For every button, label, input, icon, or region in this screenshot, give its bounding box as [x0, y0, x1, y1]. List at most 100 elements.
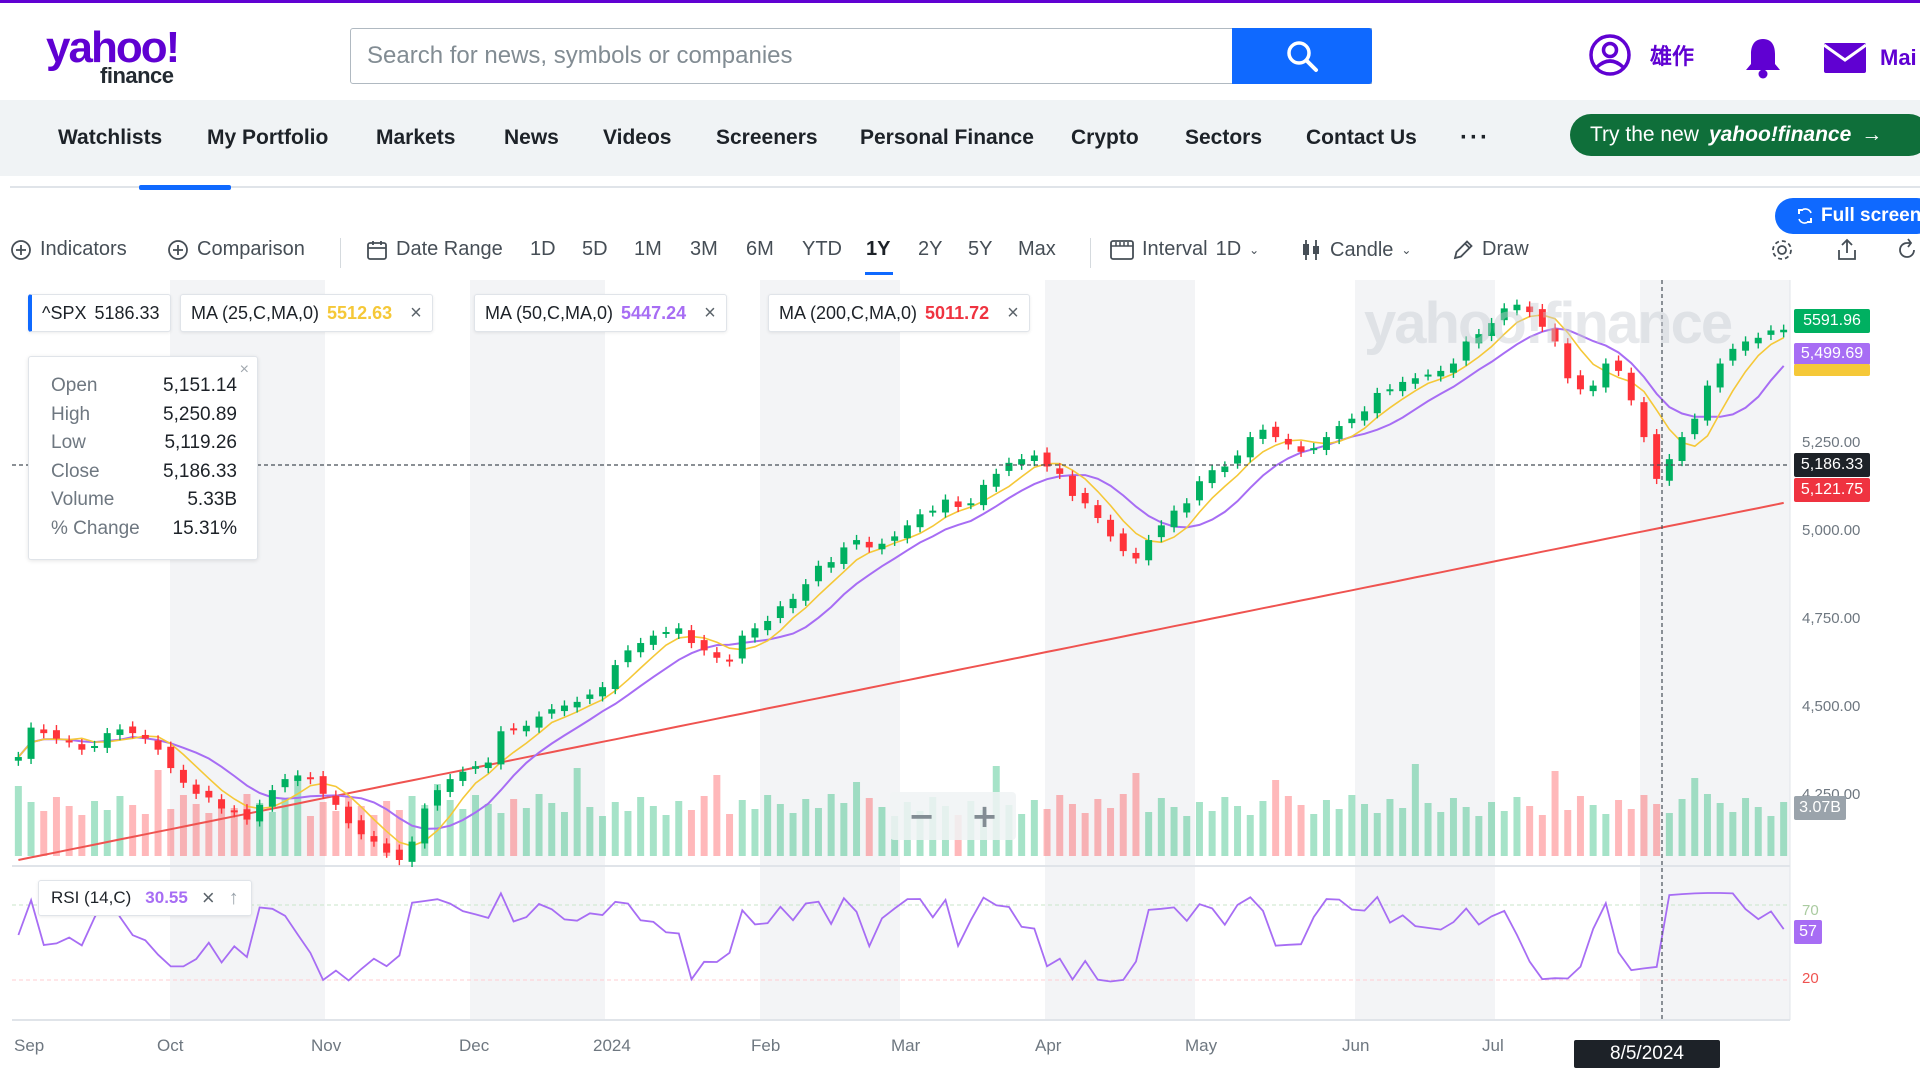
interval-dropdown[interactable]: Interval 1D ⌄ [1110, 238, 1259, 261]
try-new-yahoo-finance-button[interactable]: Try the new yahoo!finance → [1570, 114, 1920, 156]
volume-bar [1589, 805, 1597, 856]
nav-watchlists[interactable]: Watchlists [58, 126, 163, 149]
candle-body [1132, 552, 1140, 559]
range-5y[interactable]: 5Y [968, 238, 993, 260]
volume-bar [472, 795, 480, 856]
candle-body [1246, 437, 1254, 458]
candle-body [383, 843, 391, 853]
volume-bar [1094, 799, 1102, 856]
candle-body [967, 503, 975, 506]
volume-bar [560, 812, 568, 856]
rsi-remove-icon[interactable]: × [201, 885, 215, 910]
mail-icon [1824, 43, 1866, 73]
range-1d[interactable]: 1D [530, 238, 556, 260]
nav-news[interactable]: News [504, 126, 559, 149]
candle-body [1284, 438, 1292, 445]
candle-body [1386, 389, 1394, 392]
candle-body [1462, 341, 1470, 361]
nav-more-button[interactable]: ··· [1460, 124, 1490, 151]
full-screen-button[interactable]: Full screen [1775, 198, 1920, 234]
yahoo-finance-logo[interactable]: yahoo! finance [46, 23, 206, 88]
comparison-button[interactable]: Comparison [167, 238, 305, 261]
plus-circle-icon [11, 239, 31, 260]
volume-bar [1424, 803, 1432, 856]
range-6m[interactable]: 6M [746, 238, 774, 260]
range-5d[interactable]: 5D [582, 238, 608, 260]
ma25-remove-icon[interactable]: × [410, 301, 422, 324]
mail-label: Mai [1880, 45, 1917, 70]
range-1m[interactable]: 1M [634, 238, 662, 260]
settings-button[interactable] [1770, 238, 1794, 262]
search-input[interactable] [351, 29, 1371, 83]
mail-button[interactable]: Mai [1824, 43, 1917, 73]
search-button[interactable] [1232, 28, 1372, 84]
symbol-legend[interactable]: ^SPX 5186.33 [28, 294, 171, 332]
nav-my-portfolio[interactable]: My Portfolio [207, 126, 329, 149]
candle-body [1208, 470, 1216, 484]
logo-finance-text: finance [100, 63, 174, 88]
volume-bar [853, 782, 861, 856]
rsi-value-tag: 57 [1794, 920, 1822, 944]
range-2y[interactable]: 2Y [918, 238, 943, 260]
nav-crypto[interactable]: Crypto [1071, 126, 1139, 149]
zoom-in-button[interactable]: + [971, 797, 998, 835]
volume-bar [78, 815, 86, 856]
date-range-button[interactable]: Date Range [366, 238, 503, 261]
x-tick-label: Nov [311, 1036, 342, 1055]
nav-active-indicator [139, 185, 231, 190]
user-menu[interactable]: 雄作 [1588, 33, 1694, 77]
candle-body [802, 584, 810, 601]
full-screen-label: Full screen [1821, 205, 1920, 226]
close-icon[interactable]: × [239, 361, 249, 378]
candle-body [395, 849, 403, 860]
ma200-remove-icon[interactable]: × [1007, 301, 1019, 324]
symbol-name: ^SPX [42, 302, 87, 323]
volume-bar [497, 813, 505, 856]
volume-bar [205, 813, 213, 856]
chart-type-dropdown[interactable]: Candle ⌄ [1300, 238, 1411, 262]
rsi-legend[interactable]: RSI (14,C) 30.55 × ↑ [38, 880, 252, 916]
candle-body [192, 784, 200, 794]
candle-body [1005, 462, 1013, 471]
ma50-legend[interactable]: MA (50,C,MA,0) 5447.24 × [474, 294, 727, 332]
volume-bar [294, 777, 302, 856]
ma25-legend[interactable]: MA (25,C,MA,0) 5512.63 × [180, 294, 433, 332]
nav-markets[interactable]: Markets [376, 126, 456, 149]
indicators-button[interactable]: Indicators [10, 238, 127, 261]
volume-bar [1373, 813, 1381, 856]
month-band [1640, 280, 1790, 1020]
volume-bar [1551, 771, 1559, 856]
ma200-legend[interactable]: MA (200,C,MA,0) 5011.72 × [768, 294, 1030, 332]
rsi-move-up-icon[interactable]: ↑ [228, 886, 239, 909]
range-1y[interactable]: 1Y [866, 238, 891, 260]
candle-body [1259, 429, 1267, 439]
zoom-control: − + [890, 792, 1016, 840]
candle-body [1170, 510, 1178, 528]
nav-sectors[interactable]: Sectors [1185, 126, 1263, 149]
share-button[interactable] [1836, 238, 1858, 262]
candle-body [827, 562, 835, 568]
notifications-button[interactable] [1743, 35, 1783, 84]
volume-bar [1653, 804, 1661, 856]
range-ytd[interactable]: YTD [802, 238, 842, 260]
volume-bar [624, 811, 632, 856]
range-max[interactable]: Max [1018, 238, 1056, 260]
volume-bar [433, 784, 441, 856]
nav-personal-finance[interactable]: Personal Finance [860, 126, 1034, 149]
nav-screeners[interactable]: Screeners [716, 126, 818, 149]
candle-body [1119, 533, 1127, 552]
reset-button[interactable] [1896, 238, 1918, 262]
draw-button[interactable]: Draw [1452, 238, 1529, 261]
ma25-label: MA (25,C,MA,0) [191, 302, 320, 323]
ma50-remove-icon[interactable]: × [704, 301, 716, 324]
volume-bar [167, 809, 175, 856]
volume-bar [1107, 808, 1115, 856]
zoom-out-button[interactable]: − [908, 797, 935, 835]
chevron-down-icon: ⌄ [1249, 242, 1260, 257]
user-name: 雄作 [1650, 45, 1695, 70]
nav-contact-us[interactable]: Contact Us [1306, 126, 1417, 149]
nav-videos[interactable]: Videos [603, 126, 672, 149]
bell-icon [1746, 39, 1780, 79]
range-3m[interactable]: 3M [690, 238, 718, 260]
